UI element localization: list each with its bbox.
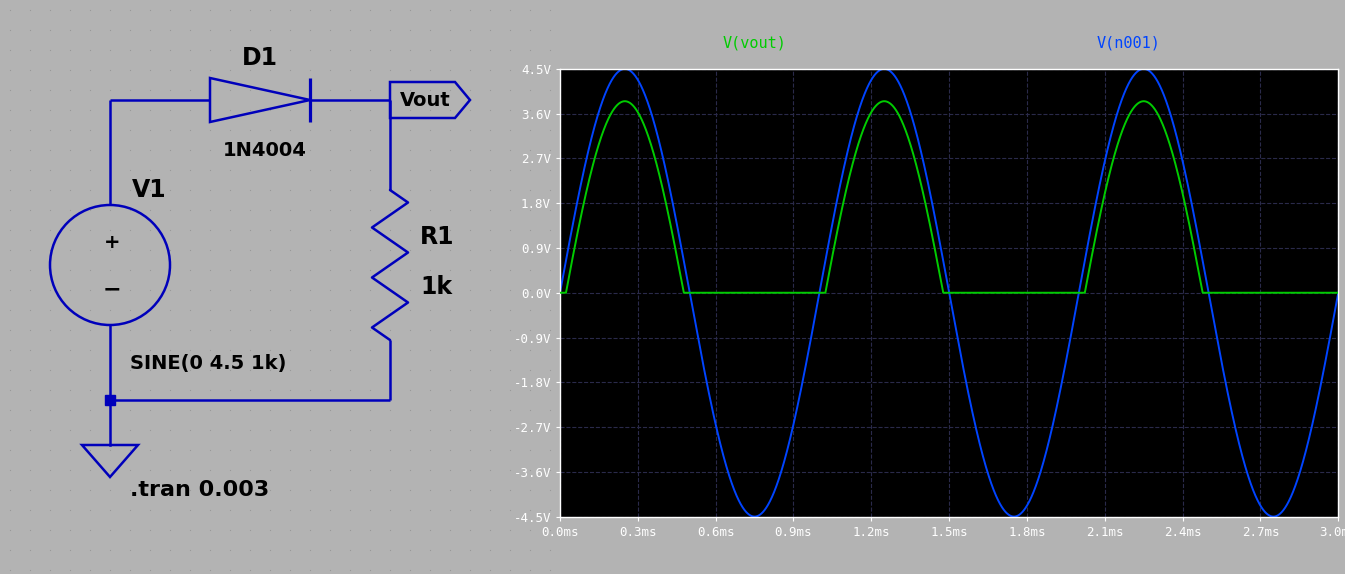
Text: V(vout): V(vout) xyxy=(722,36,787,51)
Text: V(n001): V(n001) xyxy=(1096,36,1161,51)
Text: +: + xyxy=(104,234,120,253)
Text: .tran 0.003: .tran 0.003 xyxy=(130,480,269,500)
Text: 1N4004: 1N4004 xyxy=(223,141,307,160)
Text: V1: V1 xyxy=(132,178,167,202)
Text: R1: R1 xyxy=(420,225,455,249)
Text: SINE(0 4.5 1k): SINE(0 4.5 1k) xyxy=(130,354,286,373)
Text: 1k: 1k xyxy=(420,275,452,299)
Text: −: − xyxy=(102,279,121,299)
Text: D1: D1 xyxy=(242,46,278,70)
Text: Vout: Vout xyxy=(399,91,451,110)
